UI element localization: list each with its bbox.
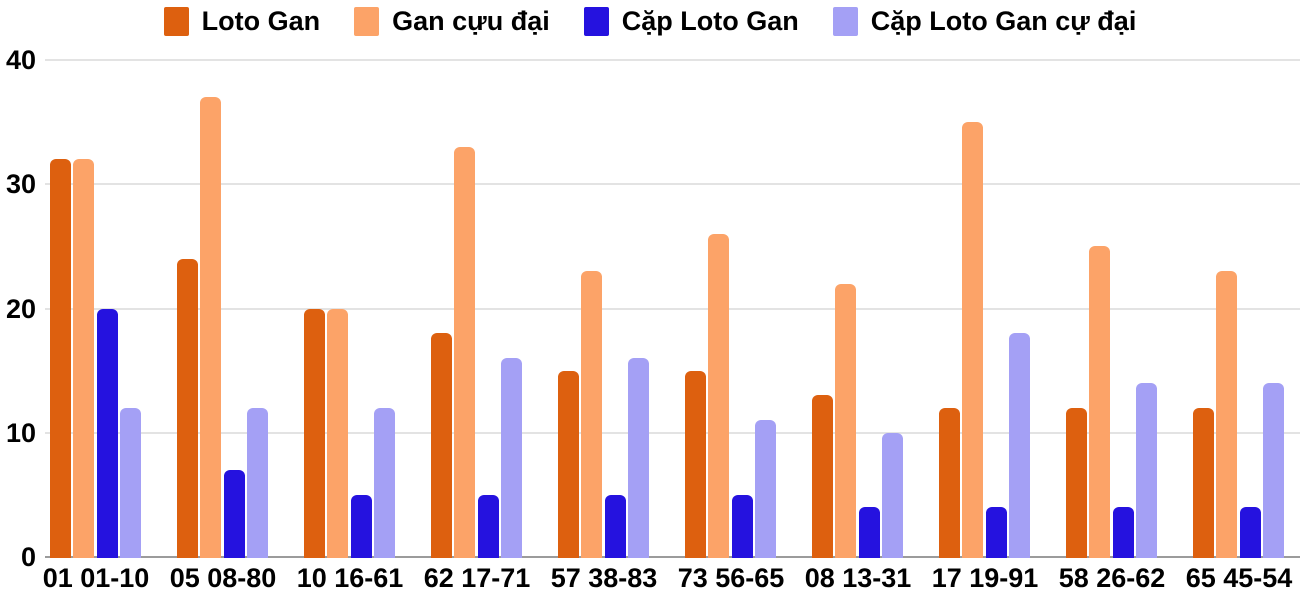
x-axis-label: 05 08-80 [169,563,277,593]
legend-swatch-cap-loto-gan-cu-dai [832,7,858,36]
x-axis-label: 17 19-91 [931,563,1039,593]
bar[interactable] [1136,383,1157,558]
bar[interactable] [327,308,348,558]
bar[interactable] [708,233,729,558]
legend-swatch-cap-loto-gan [583,7,609,36]
x-axis-label: 58 26-62 [1058,563,1166,593]
bar[interactable] [732,494,753,558]
bar[interactable] [986,507,1007,558]
bar[interactable] [939,407,960,558]
legend-item-gan-cuu-dai[interactable]: Gan cựu đại [354,6,550,37]
bar[interactable] [1216,271,1237,558]
bar[interactable] [581,271,602,558]
x-axis-label: 01 01-10 [42,563,150,593]
gridline [45,431,1300,434]
legend-label: Cặp Loto Gan [621,6,799,36]
bar[interactable] [304,308,325,558]
legend-item-cap-loto-gan[interactable]: Cặp Loto Gan [583,6,799,37]
x-axis-label: 62 17-71 [423,563,531,593]
bar[interactable] [685,370,706,558]
bar[interactable] [454,146,475,558]
bar[interactable] [351,494,372,558]
bar[interactable] [374,407,395,558]
bar[interactable] [50,159,71,558]
bar[interactable] [812,395,833,558]
x-axis-label: 08 13-31 [804,563,912,593]
gridline [45,183,1300,186]
y-axis-label: 0 [20,542,36,572]
bar[interactable] [1240,507,1261,558]
bar[interactable] [224,470,245,558]
legend-item-cap-loto-gan-cu-dai[interactable]: Cặp Loto Gan cự đại [832,6,1137,37]
y-axis-label: 40 [5,45,36,75]
x-axis-baseline [45,556,1300,558]
bar[interactable] [97,308,118,558]
chart-legend: Loto Gan Gan cựu đại Cặp Loto Gan Cặp Lo… [0,6,1300,37]
y-axis-label: 30 [5,169,36,200]
y-axis-label: 20 [5,293,36,324]
x-axis-label: 65 45-54 [1185,563,1293,593]
bar[interactable] [478,494,499,558]
bar[interactable] [1113,507,1134,558]
bar[interactable] [120,407,141,558]
bar[interactable] [962,122,983,558]
gridline [45,307,1300,310]
legend-item-loto-gan[interactable]: Loto Gan [163,6,321,37]
legend-swatch-loto-gan [163,7,189,36]
gridline [45,59,1300,61]
bar[interactable] [1089,246,1110,558]
y-axis-label: 10 [5,417,36,448]
bar[interactable] [501,358,522,558]
bar[interactable] [558,370,579,558]
bar[interactable] [628,358,649,558]
bar[interactable] [755,420,776,558]
bar[interactable] [177,258,198,558]
legend-swatch-gan-cuu-dai [354,7,380,36]
bar[interactable] [1193,407,1214,558]
bar[interactable] [247,407,268,558]
x-axis-label: 10 16-61 [296,563,404,593]
legend-label: Loto Gan [201,6,321,36]
bar[interactable] [835,283,856,558]
bar[interactable] [1009,333,1030,558]
bar[interactable] [1066,407,1087,558]
bar[interactable] [859,507,880,558]
bar[interactable] [605,494,626,558]
legend-label: Cặp Loto Gan cự đại [870,6,1137,36]
bar[interactable] [1263,383,1284,558]
bar[interactable] [882,432,903,558]
x-axis-label: 57 38-83 [550,563,658,593]
x-axis-label: 73 56-65 [677,563,785,593]
bar[interactable] [200,97,221,558]
legend-label: Gan cựu đại [392,6,550,36]
bar[interactable] [73,159,94,558]
bar[interactable] [431,333,452,558]
